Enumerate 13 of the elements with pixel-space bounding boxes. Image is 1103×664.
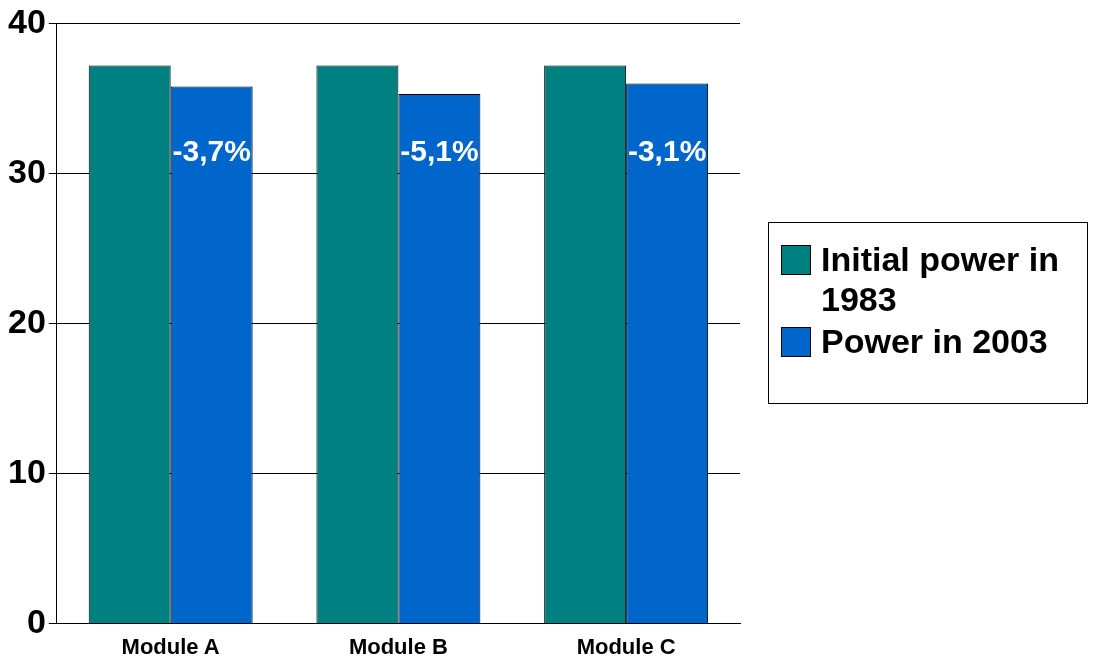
x-tick-label: Module B [348, 633, 448, 659]
x-tick-label: Module A [121, 633, 220, 659]
y-tick-label: 30 [7, 151, 46, 190]
annotation: -3,7% [172, 133, 251, 167]
legend-label: Initial power in 1983 [821, 239, 1061, 319]
annotation: -5,1% [400, 133, 479, 167]
legend-label: Power in 2003 [821, 321, 1048, 361]
y-tick-label: 10 [7, 451, 46, 490]
y-tick-label: 0 [26, 601, 46, 640]
y-tick-label: 40 [7, 1, 46, 40]
x-tick-label: Module C [576, 633, 676, 659]
annotation: -3,1% [627, 133, 707, 167]
y-tick-label: 20 [7, 301, 46, 340]
